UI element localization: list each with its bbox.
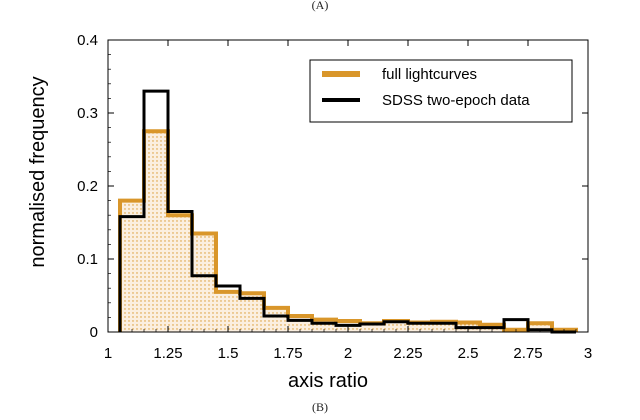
- bar-full-lightcurves-3: [192, 233, 216, 332]
- y-tick-label: 0.4: [77, 32, 98, 49]
- axis-ticks-group: [107, 39, 589, 333]
- legend-label-sdss: SDSS two-epoch data: [382, 92, 530, 109]
- caption-top: (A): [311, 0, 329, 12]
- series-fill-group: [120, 131, 576, 332]
- x-tick-label: 1: [104, 345, 112, 362]
- bar-full-lightcurves-2: [168, 215, 192, 332]
- axis-labels-group: 1 1.25 1.5 1.75 2 2.25 2.5 2.75 3 0 0.1 0.2 0.3 0.4 ax…: [27, 32, 592, 392]
- series-bars-group: [118, 89, 578, 334]
- y-tick-label: 0.3: [77, 105, 98, 122]
- x-tick-label: 2: [344, 345, 352, 362]
- bar-full-lightcurves-6: [264, 307, 288, 332]
- y-axis-title: normalised frequency: [27, 76, 49, 267]
- legend: full lightcurves SDSS two-epoch data: [309, 59, 573, 123]
- legend-box: [309, 59, 573, 123]
- bar-full-lightcurves-1: [144, 131, 168, 332]
- x-tick-label: 1.75: [273, 345, 302, 362]
- bar-full-lightcurves-13: [432, 321, 456, 332]
- bar-full-lightcurves-12: [408, 322, 432, 332]
- x-tick-label: 3: [584, 345, 592, 362]
- x-tick-label: 2.75: [513, 345, 542, 362]
- series-line-sdss-two-epoch: [118, 89, 576, 334]
- y-tick-label: 0.1: [77, 251, 98, 268]
- y-tick-label: 0.2: [77, 178, 98, 195]
- bar-full-lightcurves-11: [384, 321, 408, 332]
- x-axis-title: axis ratio: [288, 370, 368, 392]
- bar-full-lightcurves-4: [216, 291, 240, 332]
- x-tick-label: 2.25: [393, 345, 422, 362]
- bar-full-lightcurves-0: [120, 200, 144, 332]
- legend-label-full-lightcurves: full lightcurves: [382, 66, 477, 83]
- caption-bottom: (B): [312, 400, 328, 414]
- bar-full-lightcurves-17: [528, 323, 552, 332]
- x-tick-label: 1.25: [153, 345, 182, 362]
- bar-full-lightcurves-10: [360, 323, 384, 332]
- y-tick-label: 0: [90, 324, 98, 341]
- x-tick-label: 2.5: [458, 345, 479, 362]
- x-tick-label: 1.5: [218, 345, 239, 362]
